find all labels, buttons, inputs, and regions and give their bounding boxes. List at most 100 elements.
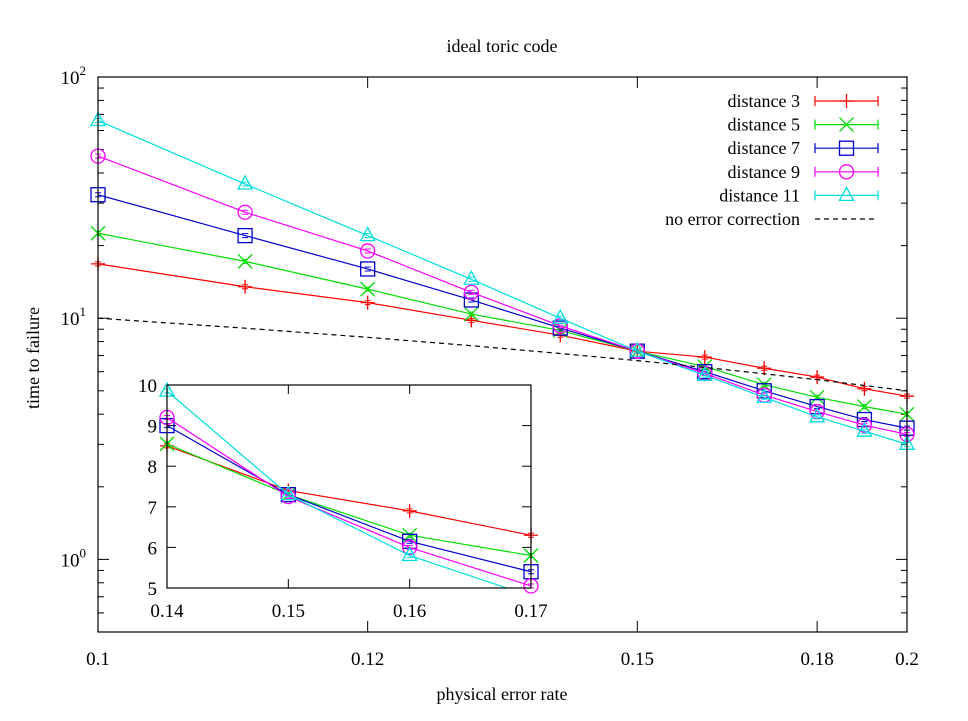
y-tick-label: 102 xyxy=(61,63,87,89)
inset-x-tick-label: 0.15 xyxy=(272,601,305,622)
inset-y-tick-label: 7 xyxy=(148,498,158,519)
data-point xyxy=(360,295,375,310)
inset-series-line xyxy=(167,443,531,557)
inset-series-line xyxy=(167,425,531,573)
error-bar xyxy=(557,315,564,321)
chart-title: ideal toric code xyxy=(447,36,558,56)
error-bar xyxy=(468,289,475,295)
legend: distance 3 distance 5 distance 7 distance 9… xyxy=(665,91,879,229)
legend-label: no error correction xyxy=(665,209,800,229)
x-axis-title: physical error rate xyxy=(437,684,568,704)
error-bar xyxy=(364,248,371,254)
inset-y-tick-label: 9 xyxy=(148,417,158,438)
error-bar xyxy=(364,233,371,239)
error-bar xyxy=(364,300,371,306)
inset-background xyxy=(167,385,531,588)
error-bar xyxy=(814,414,821,420)
error-bar xyxy=(861,386,868,392)
error-bar xyxy=(364,266,371,272)
data-point xyxy=(237,253,253,269)
error-bar xyxy=(761,382,768,388)
error-bar xyxy=(861,417,868,423)
legend-label: distance 11 xyxy=(719,185,800,205)
legend-marker xyxy=(839,117,854,133)
y-axis-title: time to failure xyxy=(23,307,43,409)
data-point xyxy=(856,399,872,415)
inset-data-point xyxy=(401,546,418,562)
error-bar xyxy=(468,297,475,303)
error-bar xyxy=(242,209,249,215)
data-point xyxy=(238,279,253,294)
inset-error-bar xyxy=(406,532,413,538)
data-point xyxy=(809,407,826,423)
data-point xyxy=(463,284,480,300)
series-line xyxy=(98,119,907,445)
error-bar xyxy=(701,354,708,360)
data-point xyxy=(237,204,253,220)
inset-x-tick-label: 0.16 xyxy=(393,601,426,622)
legend-marker xyxy=(839,94,854,108)
inset-series-line xyxy=(167,416,531,587)
legend-marker xyxy=(838,164,855,180)
inset-data-point xyxy=(280,485,297,501)
data-point xyxy=(757,361,772,376)
error-bar xyxy=(242,284,249,290)
series-line xyxy=(98,263,907,397)
inset-x-tick-label: 0.17 xyxy=(514,601,547,622)
legend-label: distance 9 xyxy=(728,162,800,182)
data-point xyxy=(237,174,254,190)
inset-data-point xyxy=(280,488,296,505)
data-point xyxy=(756,387,773,403)
x-tick-label: 0.1 xyxy=(86,649,110,670)
error-bar xyxy=(761,365,768,371)
error-bar xyxy=(468,317,475,323)
data-point xyxy=(697,350,712,365)
main-plot: 100 101 102 0.1 0.12 0.15 0.18 0.2 xyxy=(61,63,919,670)
data-point xyxy=(237,227,253,244)
inset-error-bar xyxy=(406,553,413,559)
error-bar xyxy=(761,394,768,400)
data-point xyxy=(856,417,873,433)
data-point xyxy=(810,370,825,385)
inset-y-tick-label: 5 xyxy=(148,579,158,600)
legend-label: distance 3 xyxy=(728,91,800,111)
data-point xyxy=(856,421,873,437)
inset-data-point xyxy=(402,503,417,518)
x-tick-label: 0.2 xyxy=(895,649,919,670)
legend-marker xyxy=(838,140,855,156)
inset-error-bar xyxy=(406,544,413,550)
error-bar xyxy=(634,348,641,354)
error-bar xyxy=(861,404,868,410)
error-bar xyxy=(701,372,708,378)
data-point xyxy=(359,226,376,242)
error-bar xyxy=(861,428,868,434)
data-point xyxy=(857,381,872,396)
data-point xyxy=(463,269,480,285)
series-line xyxy=(98,317,907,392)
inset-y-tick-label: 8 xyxy=(148,457,158,478)
data-point xyxy=(856,411,873,428)
error-bar xyxy=(242,258,249,264)
inset-frame xyxy=(166,384,532,589)
data-point xyxy=(629,341,646,357)
x-tick-label: 0.18 xyxy=(800,649,833,670)
y-tick-label: 101 xyxy=(61,304,87,330)
data-point xyxy=(360,261,376,277)
data-point xyxy=(360,243,376,259)
error-bar xyxy=(468,276,475,282)
inset-y-tick-label: 10 xyxy=(138,376,157,397)
inset-x-tick-label: 0.14 xyxy=(150,601,184,622)
data-point xyxy=(809,389,825,405)
inset-y-tick-label: 6 xyxy=(148,538,158,559)
error-bar xyxy=(242,181,249,187)
data-point xyxy=(552,308,569,324)
inset-series-line xyxy=(167,445,531,536)
inset-data-point xyxy=(402,539,418,556)
error-bar xyxy=(364,286,371,292)
error-bar xyxy=(468,311,475,317)
error-bar xyxy=(814,374,821,380)
data-point xyxy=(360,281,376,297)
data-point xyxy=(463,306,479,322)
inset-series-line xyxy=(167,390,509,588)
